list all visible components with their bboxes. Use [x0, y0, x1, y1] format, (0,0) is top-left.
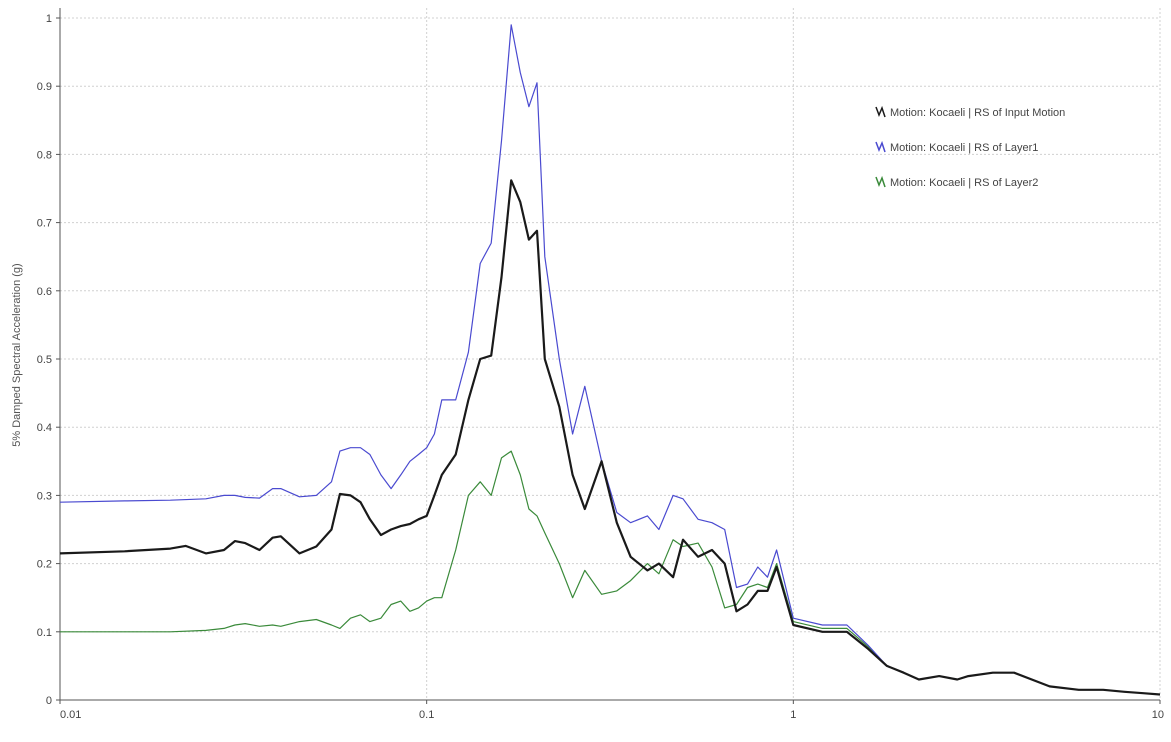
legend: Motion: Kocaeli | RS of Input Motion Moti…	[875, 105, 1065, 189]
y-tick-label: 0.7	[37, 218, 52, 230]
legend-swatch	[875, 175, 886, 188]
y-axis-label: 5% Damped Spectral Acceleration (g)	[11, 263, 23, 446]
series-line-1	[59, 24, 1161, 696]
legend-item-2: Motion: Kocaeli | RS of Layer2	[875, 175, 1038, 189]
series	[59, 24, 1161, 696]
legend-swatch	[875, 105, 886, 118]
x-tick-label: 1	[790, 709, 796, 721]
y-tick-label: 0.1	[37, 627, 52, 639]
y-tick-label: 0.4	[37, 422, 52, 434]
y-tick-labels: 0 0.1 0.2 0.3 0.4 0.5 0.6 0.7 0.8 0.9 1	[37, 13, 60, 707]
legend-item-1: Motion: Kocaeli | RS of Layer1	[875, 140, 1038, 154]
x-tick-label: 10	[1152, 709, 1164, 721]
legend-label: Motion: Kocaeli | RS of Layer1	[890, 142, 1038, 154]
x-tick-labels: 0.01 0.1 1 10	[59, 700, 1164, 721]
y-tick-label: 0.9	[37, 81, 52, 93]
y-tick-label: 0.2	[37, 559, 52, 571]
legend-swatch	[875, 140, 886, 153]
legend-item-0: Motion: Kocaeli | RS of Input Motion	[875, 105, 1065, 119]
legend-label: Motion: Kocaeli | RS of Input Motion	[890, 107, 1065, 119]
axes	[59, 8, 1160, 701]
y-tick-label: 1	[46, 13, 52, 25]
x-tick-label: 0.1	[419, 709, 434, 721]
grid	[60, 8, 1161, 700]
series-line-0	[59, 179, 1161, 696]
y-tick-label: 0.5	[37, 354, 52, 366]
y-tick-label: 0.6	[37, 286, 52, 298]
y-tick-label: 0	[46, 695, 52, 707]
y-tick-label: 0.8	[37, 149, 52, 161]
legend-label: Motion: Kocaeli | RS of Layer2	[890, 177, 1038, 189]
y-tick-label: 0.3	[37, 490, 52, 502]
x-tick-label: 0.01	[60, 709, 81, 721]
